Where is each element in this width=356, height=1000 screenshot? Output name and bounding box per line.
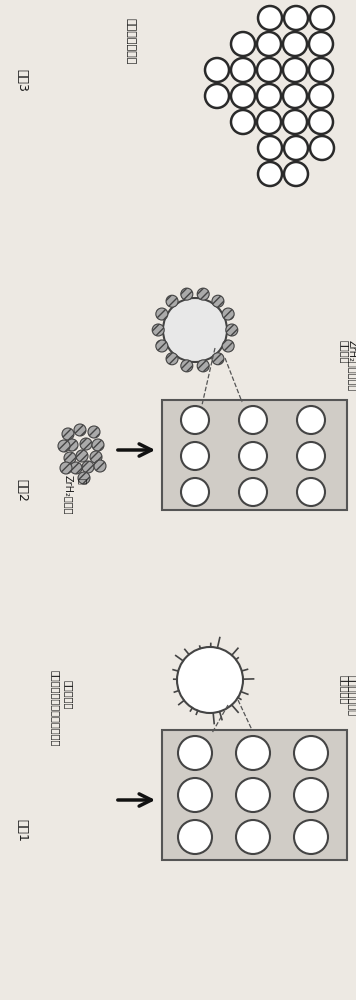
Circle shape — [58, 440, 70, 452]
Circle shape — [181, 406, 209, 434]
Circle shape — [309, 32, 333, 56]
Text: 有机配体附着到: 有机配体附着到 — [347, 675, 356, 716]
Circle shape — [212, 353, 224, 365]
Circle shape — [70, 462, 82, 474]
Circle shape — [283, 110, 307, 134]
Text: 粉末表面上: 粉末表面上 — [339, 675, 349, 704]
Circle shape — [197, 360, 209, 372]
Circle shape — [309, 58, 333, 82]
Circle shape — [283, 32, 307, 56]
Circle shape — [181, 442, 209, 470]
Circle shape — [231, 32, 255, 56]
Circle shape — [80, 438, 92, 450]
Text: ZrH₂纳米颖: ZrH₂纳米颖 — [63, 475, 73, 514]
Circle shape — [258, 6, 282, 30]
Circle shape — [294, 736, 328, 770]
Circle shape — [66, 439, 78, 451]
Circle shape — [231, 58, 255, 82]
Circle shape — [283, 58, 307, 82]
Circle shape — [257, 110, 281, 134]
Circle shape — [197, 288, 209, 300]
Circle shape — [239, 406, 267, 434]
Circle shape — [212, 295, 224, 307]
Circle shape — [236, 820, 270, 854]
Text: 粒: 粒 — [77, 478, 87, 484]
Circle shape — [283, 84, 307, 108]
Circle shape — [181, 288, 193, 300]
Circle shape — [181, 360, 193, 372]
Circle shape — [177, 647, 243, 713]
Circle shape — [92, 439, 104, 451]
Text: 步骤2: 步骤2 — [16, 479, 28, 501]
Circle shape — [166, 353, 178, 365]
Circle shape — [178, 736, 212, 770]
FancyBboxPatch shape — [162, 400, 347, 510]
Circle shape — [258, 162, 282, 186]
Circle shape — [166, 295, 178, 307]
Circle shape — [226, 324, 238, 336]
Circle shape — [309, 84, 333, 108]
Circle shape — [64, 452, 76, 464]
Text: 步骤1: 步骤1 — [16, 819, 28, 841]
Circle shape — [231, 84, 255, 108]
Circle shape — [284, 162, 308, 186]
Circle shape — [178, 778, 212, 812]
Circle shape — [297, 406, 325, 434]
Text: 步骤3: 步骤3 — [16, 69, 28, 91]
Circle shape — [236, 736, 270, 770]
Text: 铝合金粉末与无水溶剂和溶解: 铝合金粉末与无水溶剂和溶解 — [50, 670, 60, 746]
Circle shape — [88, 426, 100, 438]
Circle shape — [163, 298, 227, 362]
Circle shape — [205, 84, 229, 108]
Circle shape — [222, 308, 234, 320]
Circle shape — [294, 778, 328, 812]
Circle shape — [258, 136, 282, 160]
Circle shape — [178, 820, 212, 854]
Circle shape — [222, 340, 234, 352]
Circle shape — [239, 478, 267, 506]
Circle shape — [257, 58, 281, 82]
Circle shape — [239, 442, 267, 470]
Circle shape — [152, 324, 164, 336]
Circle shape — [236, 778, 270, 812]
Text: 颟粒表面: 颟粒表面 — [339, 340, 349, 363]
Circle shape — [297, 442, 325, 470]
Circle shape — [294, 820, 328, 854]
FancyBboxPatch shape — [162, 730, 347, 860]
Circle shape — [156, 340, 168, 352]
Text: ZrH₂粉末附着到: ZrH₂粉末附着到 — [347, 340, 356, 391]
Circle shape — [257, 84, 281, 108]
Circle shape — [231, 110, 255, 134]
Circle shape — [297, 478, 325, 506]
Circle shape — [156, 308, 168, 320]
Circle shape — [310, 136, 334, 160]
Circle shape — [94, 460, 106, 472]
Circle shape — [181, 478, 209, 506]
Circle shape — [74, 424, 86, 436]
Circle shape — [90, 451, 102, 463]
Circle shape — [82, 461, 94, 473]
Circle shape — [309, 110, 333, 134]
Circle shape — [62, 428, 74, 440]
Circle shape — [284, 136, 308, 160]
Circle shape — [205, 58, 229, 82]
Circle shape — [284, 6, 308, 30]
Text: 溢剂去除和干燥: 溢剂去除和干燥 — [125, 18, 135, 64]
Circle shape — [310, 6, 334, 30]
Circle shape — [78, 472, 90, 484]
Circle shape — [60, 462, 72, 474]
Circle shape — [76, 450, 88, 462]
Text: 的有机配体: 的有机配体 — [63, 680, 73, 709]
Circle shape — [257, 32, 281, 56]
